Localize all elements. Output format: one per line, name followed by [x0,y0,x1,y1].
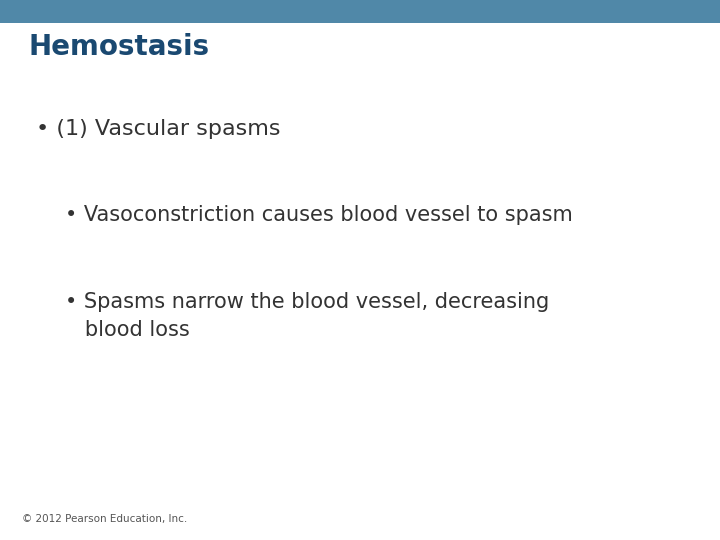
Text: Hemostasis: Hemostasis [29,33,210,62]
Bar [0,0,720,23]
Text: • Vasoconstriction causes blood vessel to spasm: • Vasoconstriction causes blood vessel t… [65,205,572,225]
Text: • (1) Vascular spasms: • (1) Vascular spasms [36,119,281,139]
Text: © 2012 Pearson Education, Inc.: © 2012 Pearson Education, Inc. [22,514,187,524]
Text: • Spasms narrow the blood vessel, decreasing
   blood loss: • Spasms narrow the blood vessel, decrea… [65,292,549,340]
